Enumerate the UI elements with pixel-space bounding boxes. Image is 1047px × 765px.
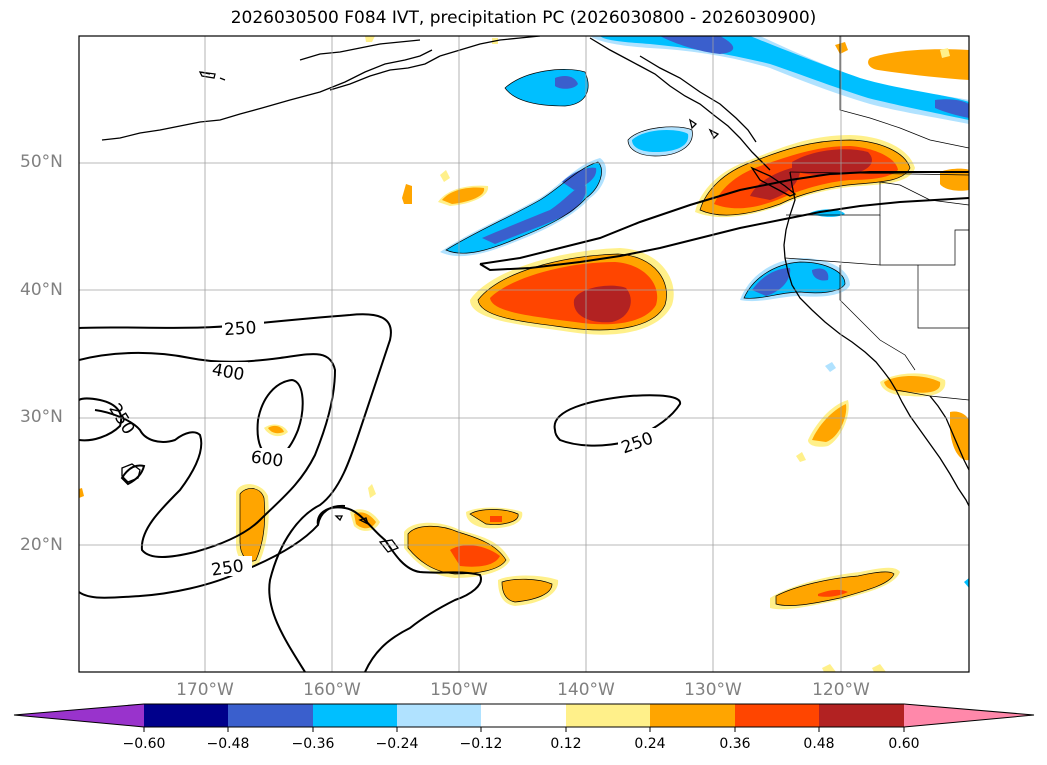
lat-label-20n: 20°N xyxy=(20,535,63,555)
lon-label-170w: 170°W xyxy=(176,680,234,700)
contour-label-600: 600 xyxy=(250,447,285,471)
colorbar-bin-8 xyxy=(735,704,819,727)
colorbar-tick-8: 0.36 xyxy=(719,736,751,752)
colorbar xyxy=(13,703,1035,732)
colorbar-bin-4 xyxy=(397,704,481,727)
lat-label-30n: 30°N xyxy=(20,407,63,427)
map-frame xyxy=(78,35,970,673)
colorbar-bin-5 xyxy=(481,704,566,727)
contour-label-250-b: 250 xyxy=(210,556,245,580)
colorbar-tick-5: −0.12 xyxy=(459,736,503,752)
map-title: 2026030500 F084 IVT, precipitation PC (2… xyxy=(230,8,817,28)
colorbar-extend-low xyxy=(14,704,144,727)
colorbar-tick-9: 0.48 xyxy=(803,736,835,752)
colorbar-bin-9 xyxy=(819,704,904,727)
lat-label-50n: 50°N xyxy=(20,152,63,172)
contour-label-250-a: 250 xyxy=(223,318,257,340)
colorbar-bin-3 xyxy=(313,704,397,727)
colorbar-bin-7 xyxy=(650,704,735,727)
colorbar-tick-4: −0.24 xyxy=(375,736,419,752)
colorbar-tick-6: 0.12 xyxy=(550,736,582,752)
lon-label-150w: 150°W xyxy=(430,680,488,700)
colorbar-tick-3: −0.36 xyxy=(291,736,335,752)
lon-label-120w: 120°W xyxy=(812,680,870,700)
political-borders xyxy=(784,36,969,401)
colorbar-tick-1: −0.60 xyxy=(122,736,166,752)
colorbar-tick-7: 0.24 xyxy=(634,736,666,752)
colorbar-bin-2 xyxy=(228,704,313,727)
precip-contour-lines xyxy=(239,69,911,606)
colorbar-bin-6 xyxy=(566,704,650,727)
lon-label-160w: 160°W xyxy=(303,680,361,700)
lon-label-130w: 130°W xyxy=(684,680,742,700)
colorbar-extend-high xyxy=(904,704,1034,727)
lat-label-40n: 40°N xyxy=(20,280,63,300)
colorbar-tick-10: 0.60 xyxy=(888,736,920,752)
precip-shading xyxy=(79,36,969,672)
colorbar-bin-1 xyxy=(144,704,228,727)
colorbar-tick-2: −0.48 xyxy=(206,736,250,752)
lon-label-140w: 140°W xyxy=(557,680,615,700)
gridlines xyxy=(79,36,969,672)
